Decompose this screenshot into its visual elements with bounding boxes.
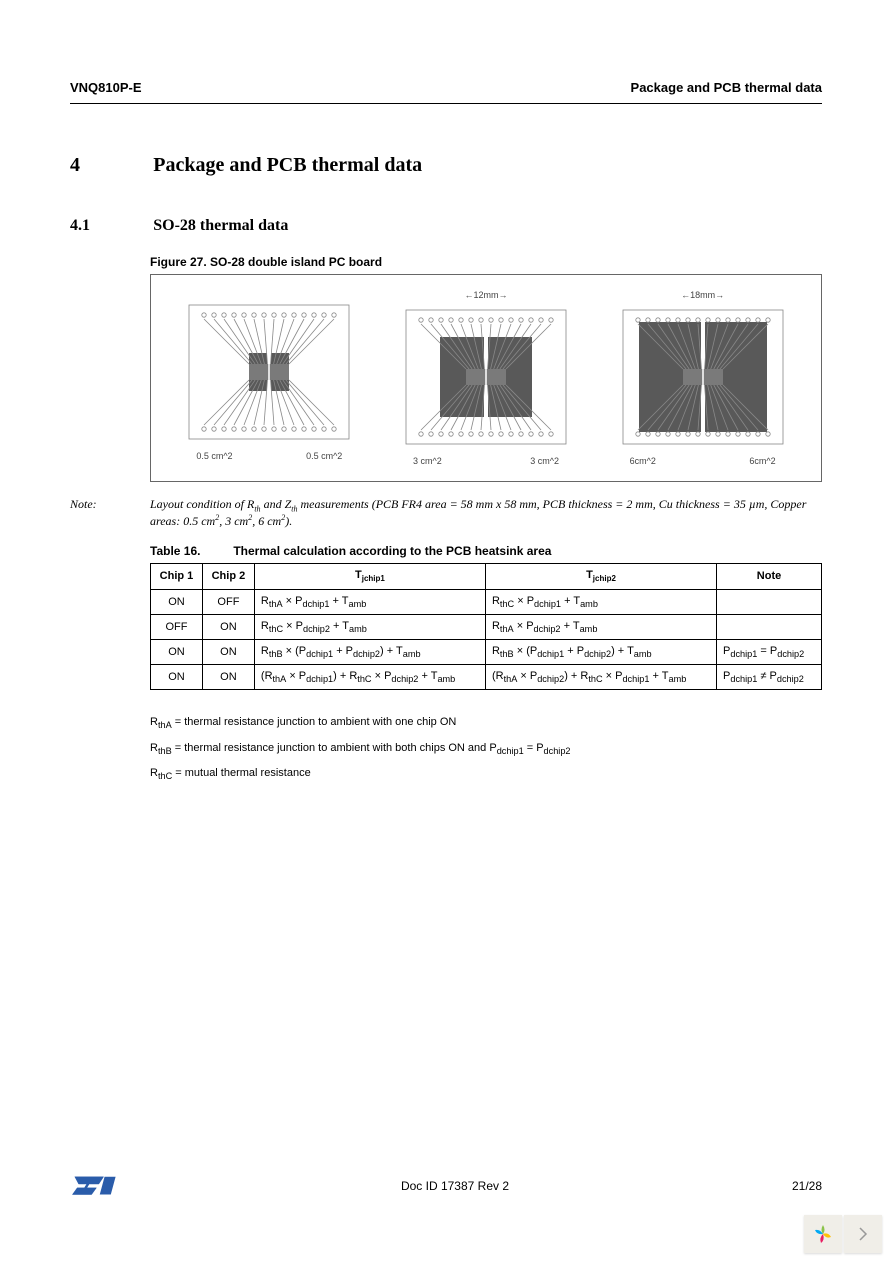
cell-tjchip2: RthA × Pdchip2 + Tamb xyxy=(485,614,716,639)
note-text: Layout condition of Rth and Zth measurem… xyxy=(150,497,822,529)
cell-chip2: ON xyxy=(202,665,254,690)
cell-tjchip1: RthC × Pdchip2 + Tamb xyxy=(254,614,485,639)
corner-widget xyxy=(804,1215,882,1253)
note: Note: Layout condition of Rth and Zth me… xyxy=(70,497,822,529)
cell-chip2: ON xyxy=(202,614,254,639)
page-footer: Doc ID 17387 Rev 2 21/28 xyxy=(70,1168,822,1203)
note-label: Note: xyxy=(70,497,150,529)
pcb-top-dimension: ←12mm→ xyxy=(401,290,571,300)
cell-chip2: OFF xyxy=(202,589,254,614)
def-rthc: RthC = mutual thermal resistance xyxy=(150,761,822,786)
pcb-svg xyxy=(618,302,788,452)
th-chip2: Chip 2 xyxy=(202,564,254,589)
section-heading: 4 Package and PCB thermal data xyxy=(70,154,822,177)
footer-page-num: 21/28 xyxy=(792,1179,822,1193)
table-row: ON ON (RthA × Pdchip1) + RthC × Pdchip2 … xyxy=(151,665,822,690)
cell-chip2: ON xyxy=(202,639,254,664)
figure-caption: Figure 27. SO-28 double island PC board xyxy=(150,255,822,269)
footer-doc-id: Doc ID 17387 Rev 2 xyxy=(401,1179,509,1193)
pcb-area-labels: 3 cm^2 3 cm^2 xyxy=(401,456,571,466)
pcb-top-dimension: ←18mm→ xyxy=(618,290,788,300)
section-number: 4 xyxy=(70,154,150,177)
cell-note: Pdchip1 ≠ Pdchip2 xyxy=(717,665,822,690)
pcb-svg xyxy=(401,302,571,452)
pcb-svg xyxy=(184,297,354,447)
pcb-diagram: 0.5 cm^2 0.5 cm^2 xyxy=(184,295,354,461)
cell-chip1: OFF xyxy=(151,614,203,639)
page-header: VNQ810P-E Package and PCB thermal data xyxy=(70,80,822,104)
section-title: Package and PCB thermal data xyxy=(153,154,422,177)
th-note: Note xyxy=(717,564,822,589)
th-chip1: Chip 1 xyxy=(151,564,203,589)
table-caption-num: Table 16. xyxy=(150,544,230,558)
table-row: ON ON RthB × (Pdchip1 + Pdchip2) + Tamb … xyxy=(151,639,822,664)
subsection-heading: 4.1 SO-28 thermal data xyxy=(70,217,822,235)
cell-tjchip1: (RthA × Pdchip1) + RthC × Pdchip2 + Tamb xyxy=(254,665,485,690)
cell-tjchip2: (RthA × Pdchip2) + RthC × Pdchip1 + Tamb xyxy=(485,665,716,690)
st-logo-icon xyxy=(70,1168,118,1203)
figure-box: 0.5 cm^2 0.5 cm^2 ←12mm→ 3 cm^2 3 cm^2 ←… xyxy=(150,274,822,482)
pcb-diagram: ←12mm→ 3 cm^2 3 cm^2 xyxy=(401,290,571,466)
cell-chip1: ON xyxy=(151,589,203,614)
th-tjchip2: Tjchip2 xyxy=(485,564,716,589)
def-rthb: RthB = thermal resistance junction to am… xyxy=(150,736,822,761)
pcb-area-labels: 0.5 cm^2 0.5 cm^2 xyxy=(184,451,354,461)
cell-tjchip1: RthB × (Pdchip1 + Pdchip2) + Tamb xyxy=(254,639,485,664)
definitions: RthA = thermal resistance junction to am… xyxy=(150,710,822,786)
header-right: Package and PCB thermal data xyxy=(631,80,822,95)
table-header-row: Chip 1 Chip 2 Tjchip1 Tjchip2 Note xyxy=(151,564,822,589)
subsection-number: 4.1 xyxy=(70,217,150,235)
thermal-table: Chip 1 Chip 2 Tjchip1 Tjchip2 Note ON OF… xyxy=(150,563,822,690)
def-rtha: RthA = thermal resistance junction to am… xyxy=(150,710,822,735)
pcb-area-labels: 6cm^2 6cm^2 xyxy=(618,456,788,466)
cell-note xyxy=(717,589,822,614)
cell-chip1: ON xyxy=(151,665,203,690)
cell-tjchip2: RthC × Pdchip1 + Tamb xyxy=(485,589,716,614)
cell-chip1: ON xyxy=(151,639,203,664)
header-left: VNQ810P-E xyxy=(70,80,142,95)
corner-next-button[interactable] xyxy=(844,1215,882,1253)
cell-note xyxy=(717,614,822,639)
corner-logo-icon[interactable] xyxy=(804,1215,842,1253)
table-caption-text: Thermal calculation according to the PCB… xyxy=(233,544,551,558)
table-caption: Table 16. Thermal calculation according … xyxy=(150,544,822,558)
table-row: OFF ON RthC × Pdchip2 + Tamb RthA × Pdch… xyxy=(151,614,822,639)
th-tjchip1: Tjchip1 xyxy=(254,564,485,589)
cell-note: Pdchip1 = Pdchip2 xyxy=(717,639,822,664)
table-row: ON OFF RthA × Pdchip1 + Tamb RthC × Pdch… xyxy=(151,589,822,614)
cell-tjchip2: RthB × (Pdchip1 + Pdchip2) + Tamb xyxy=(485,639,716,664)
subsection-title: SO-28 thermal data xyxy=(153,217,288,235)
pcb-diagram: ←18mm→ 6cm^2 6cm^2 xyxy=(618,290,788,466)
cell-tjchip1: RthA × Pdchip1 + Tamb xyxy=(254,589,485,614)
